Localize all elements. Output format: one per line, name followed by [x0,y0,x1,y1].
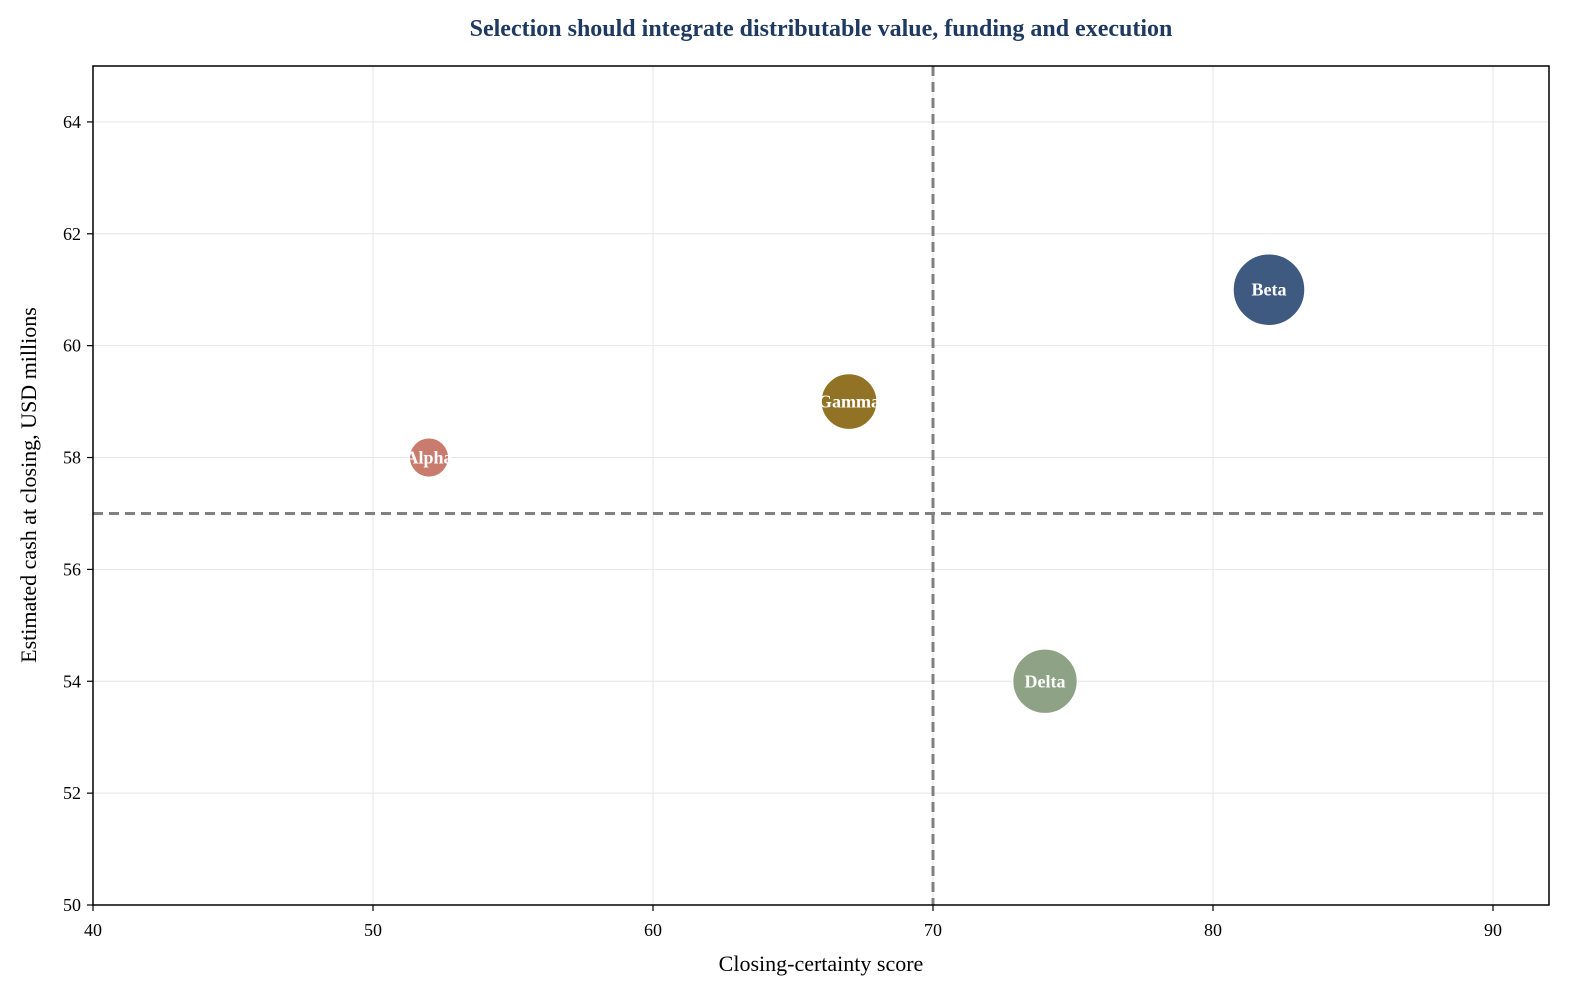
y-tick-label: 54 [63,671,81,691]
y-tick-label: 62 [63,224,81,244]
bubble-beta [1232,252,1306,327]
x-tick-label: 60 [644,920,662,940]
y-tick-label: 58 [63,448,81,468]
grid [92,66,1549,906]
chart-title: Selection should integrate distributable… [470,16,1173,42]
y-tick-label: 64 [63,112,81,132]
plot-frame [92,65,1550,906]
x-tick-label: 40 [84,920,102,940]
bubble-label-gamma: Gamma [818,392,880,412]
x-tick-label: 80 [1204,920,1222,940]
y-tick-label: 60 [63,336,81,356]
y-tick-label: 50 [63,895,81,915]
bubbles: Alpha Gamma Beta Delta [405,252,1306,715]
x-axis-ticks: 40 50 60 70 80 90 [84,905,1502,940]
x-axis-label: Closing-certainty score [719,951,924,976]
y-tick-label: 56 [63,559,81,579]
bubble-alpha [408,436,450,479]
y-axis-label: Estimated cash at closing, USD millions [16,307,41,663]
x-tick-label: 90 [1484,920,1502,940]
x-tick-label: 50 [364,920,382,940]
bubble-gamma [820,372,878,431]
y-axis-ticks: 50 52 54 56 58 60 62 64 [63,112,93,915]
bubble-delta [1011,648,1079,715]
x-tick-label: 70 [924,920,942,940]
reference-lines [93,66,1549,905]
y-tick-label: 52 [63,783,81,803]
bubble-label-delta: Delta [1025,671,1066,691]
bubble-label-beta: Beta [1252,280,1287,300]
bubble-label-alpha: Alpha [405,448,452,468]
